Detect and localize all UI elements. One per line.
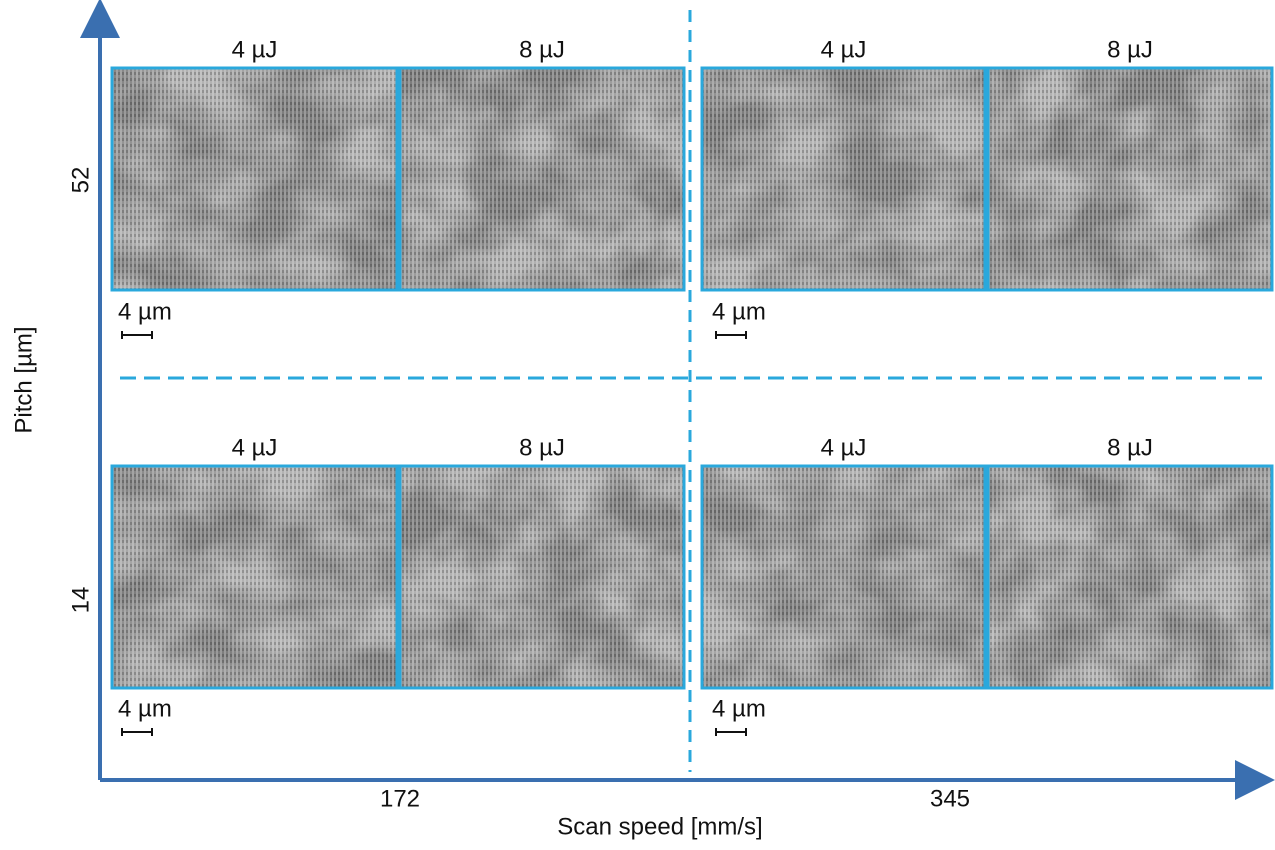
scale-bar xyxy=(715,728,747,736)
panel-border xyxy=(700,66,987,292)
sem-ripples xyxy=(702,466,985,688)
panel-label: 4 µJ xyxy=(821,36,867,63)
panel-label: 8 µJ xyxy=(519,36,565,63)
x-tick-label: 345 xyxy=(930,785,970,812)
panel-border xyxy=(110,464,399,690)
panel-label: 8 µJ xyxy=(519,434,565,461)
panel-label: 4 µJ xyxy=(232,36,278,63)
panel-border xyxy=(986,464,1274,690)
scale-bar xyxy=(715,331,747,339)
sem-ripples xyxy=(112,68,397,290)
panel-border xyxy=(398,66,686,292)
panel-border xyxy=(110,66,399,292)
scale-bar-label: 4 µm xyxy=(712,695,766,722)
y-axis-label: Pitch [µm] xyxy=(10,326,37,433)
sem-ripples xyxy=(988,68,1272,290)
sem-ripples xyxy=(112,466,397,688)
scale-bar xyxy=(121,331,153,339)
panel-label: 8 µJ xyxy=(1107,434,1153,461)
panel-label: 4 µJ xyxy=(232,434,278,461)
panel-border xyxy=(986,66,1274,292)
x-tick-label: 172 xyxy=(380,785,420,812)
scale-bar-label: 4 µm xyxy=(712,298,766,325)
scale-bar-label: 4 µm xyxy=(118,298,172,325)
panel-border xyxy=(398,464,686,690)
sem-ripples xyxy=(400,466,684,688)
scale-bar xyxy=(121,728,153,736)
y-tick-label: 14 xyxy=(67,587,94,614)
panel-label: 4 µJ xyxy=(821,434,867,461)
sem-ripples xyxy=(702,68,985,290)
sem-ripples xyxy=(988,466,1272,688)
sem-ripples xyxy=(400,68,684,290)
x-axis-label: Scan speed [mm/s] xyxy=(557,813,762,840)
scale-bar-label: 4 µm xyxy=(118,695,172,722)
panel-label: 8 µJ xyxy=(1107,36,1153,63)
y-tick-label: 52 xyxy=(67,167,94,194)
panel-border xyxy=(700,464,987,690)
panels: 4 µJ 8 µJ 4 µJ 8 µJ 4 µJ 8 µJ 4 µJ 8 µJ 4 µm 4 µm… xyxy=(110,36,1274,736)
